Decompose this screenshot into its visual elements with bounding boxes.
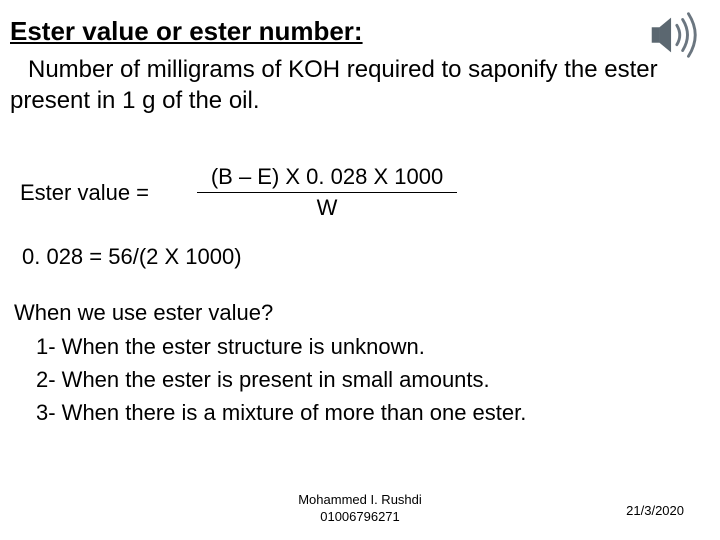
footer-phone: 01006796271 — [0, 509, 720, 526]
footer-date: 21/3/2020 — [626, 503, 684, 518]
reason-list: 1- When the ester structure is unknown. … — [36, 332, 526, 430]
question-text: When we use ester value? — [14, 300, 273, 326]
list-item: 2- When the ester is present in small am… — [36, 365, 526, 396]
footer-center: Mohammed I. Rushdi 01006796271 — [0, 492, 720, 526]
formula-denominator: W — [311, 193, 344, 221]
speaker-icon — [644, 6, 702, 64]
constant-text: 0. 028 = 56/(2 X 1000) — [22, 244, 242, 270]
footer-author: Mohammed I. Rushdi — [0, 492, 720, 509]
formula-row: Ester value = (B – E) X 0. 028 X 1000 W — [20, 164, 457, 221]
definition-text: Number of milligrams of KOH required to … — [10, 54, 700, 116]
formula-numerator: (B – E) X 0. 028 X 1000 — [205, 164, 449, 192]
formula-fraction: (B – E) X 0. 028 X 1000 W — [197, 164, 457, 221]
list-item: 3- When there is a mixture of more than … — [36, 398, 526, 429]
formula-label: Ester value = — [20, 180, 149, 206]
page-title: Ester value or ester number: — [10, 16, 363, 47]
list-item: 1- When the ester structure is unknown. — [36, 332, 526, 363]
